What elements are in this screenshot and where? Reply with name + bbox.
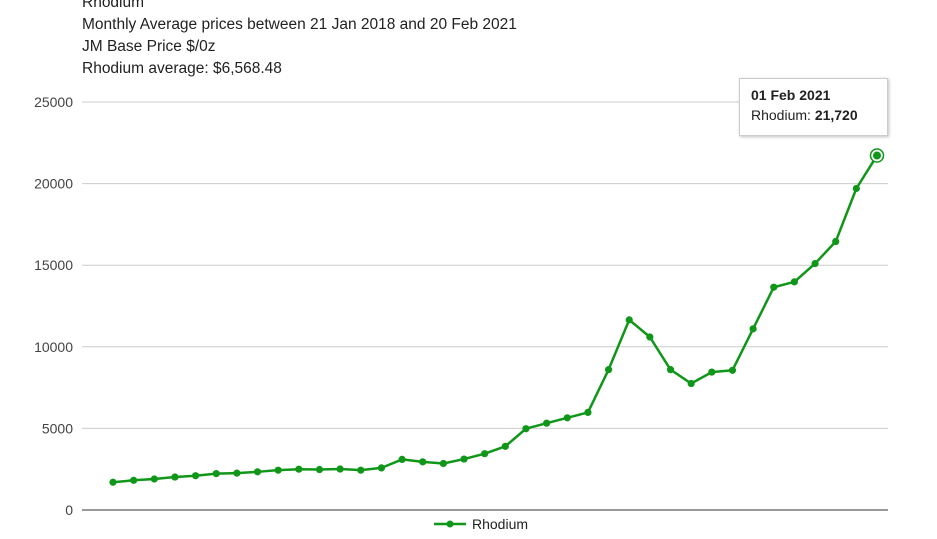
data-point[interactable] xyxy=(832,237,840,246)
data-point[interactable] xyxy=(191,472,200,480)
y-tick-label: 25000 xyxy=(34,94,73,110)
data-point[interactable] xyxy=(666,366,675,374)
data-point[interactable] xyxy=(522,425,530,433)
grid-lines xyxy=(82,101,888,511)
chart-header: Rhodium Monthly Average prices between 2… xyxy=(82,0,517,80)
data-point[interactable] xyxy=(253,468,262,476)
series-line xyxy=(112,154,879,484)
y-tick-label: 0 xyxy=(65,502,73,518)
series-points xyxy=(109,148,885,486)
data-point[interactable] xyxy=(150,475,158,483)
y-tick-label: 20000 xyxy=(34,176,73,192)
data-point[interactable] xyxy=(212,470,220,478)
data-point[interactable] xyxy=(398,455,406,464)
data-point[interactable] xyxy=(728,366,737,374)
data-point[interactable] xyxy=(584,408,592,417)
data-point[interactable] xyxy=(439,459,447,468)
data-point[interactable] xyxy=(687,379,695,388)
data-point[interactable] xyxy=(419,458,427,466)
data-point[interactable] xyxy=(604,366,613,374)
chart-unit: JM Base Price $/0z xyxy=(82,38,216,55)
data-point[interactable] xyxy=(460,455,468,463)
tooltip-label: Rhodium: xyxy=(751,107,815,123)
tooltip-date: 01 Feb 2021 xyxy=(751,87,831,103)
data-point[interactable] xyxy=(501,442,509,450)
data-tooltip: 01 Feb 2021 Rhodium: 21,720 xyxy=(739,78,888,136)
data-point[interactable] xyxy=(811,259,819,268)
data-point[interactable] xyxy=(852,184,860,193)
legend-label-rhodium: Rhodium xyxy=(472,516,528,532)
data-point[interactable] xyxy=(109,478,117,486)
rhodium-line xyxy=(112,154,879,484)
chart-title: Rhodium xyxy=(82,0,145,11)
legend[interactable]: Rhodium xyxy=(434,516,528,532)
data-point[interactable] xyxy=(749,325,757,333)
tooltip-value-line: Rhodium: 21,720 xyxy=(751,107,887,123)
data-point[interactable] xyxy=(377,464,386,472)
data-point[interactable] xyxy=(274,466,282,474)
data-point[interactable] xyxy=(233,469,241,477)
y-tick-label: 15000 xyxy=(34,257,73,273)
data-point[interactable] xyxy=(481,450,489,458)
data-point[interactable] xyxy=(563,414,571,422)
y-tick-label: 5000 xyxy=(42,420,73,436)
data-point[interactable] xyxy=(708,368,716,376)
data-point[interactable] xyxy=(315,465,324,474)
legend-point-swatch xyxy=(446,520,454,528)
data-point[interactable] xyxy=(130,476,138,484)
chart-subtitle: Monthly Average prices between 21 Jan 20… xyxy=(82,16,517,33)
chart-average: Rhodium average: $6,568.48 xyxy=(82,60,282,77)
data-point[interactable] xyxy=(770,283,778,291)
y-tick-label: 10000 xyxy=(34,339,73,355)
data-point[interactable] xyxy=(873,151,881,160)
data-point[interactable] xyxy=(790,278,799,286)
data-point[interactable] xyxy=(646,333,654,341)
data-point[interactable] xyxy=(336,465,344,473)
data-point[interactable] xyxy=(357,466,365,474)
data-point[interactable] xyxy=(543,419,551,427)
data-point[interactable] xyxy=(171,473,179,481)
data-point[interactable] xyxy=(295,465,303,473)
y-axis-ticks: 0 5000 10000 15000 20000 25000 xyxy=(34,94,73,518)
tooltip-value: 21,720 xyxy=(814,107,858,123)
data-point[interactable] xyxy=(625,316,633,324)
